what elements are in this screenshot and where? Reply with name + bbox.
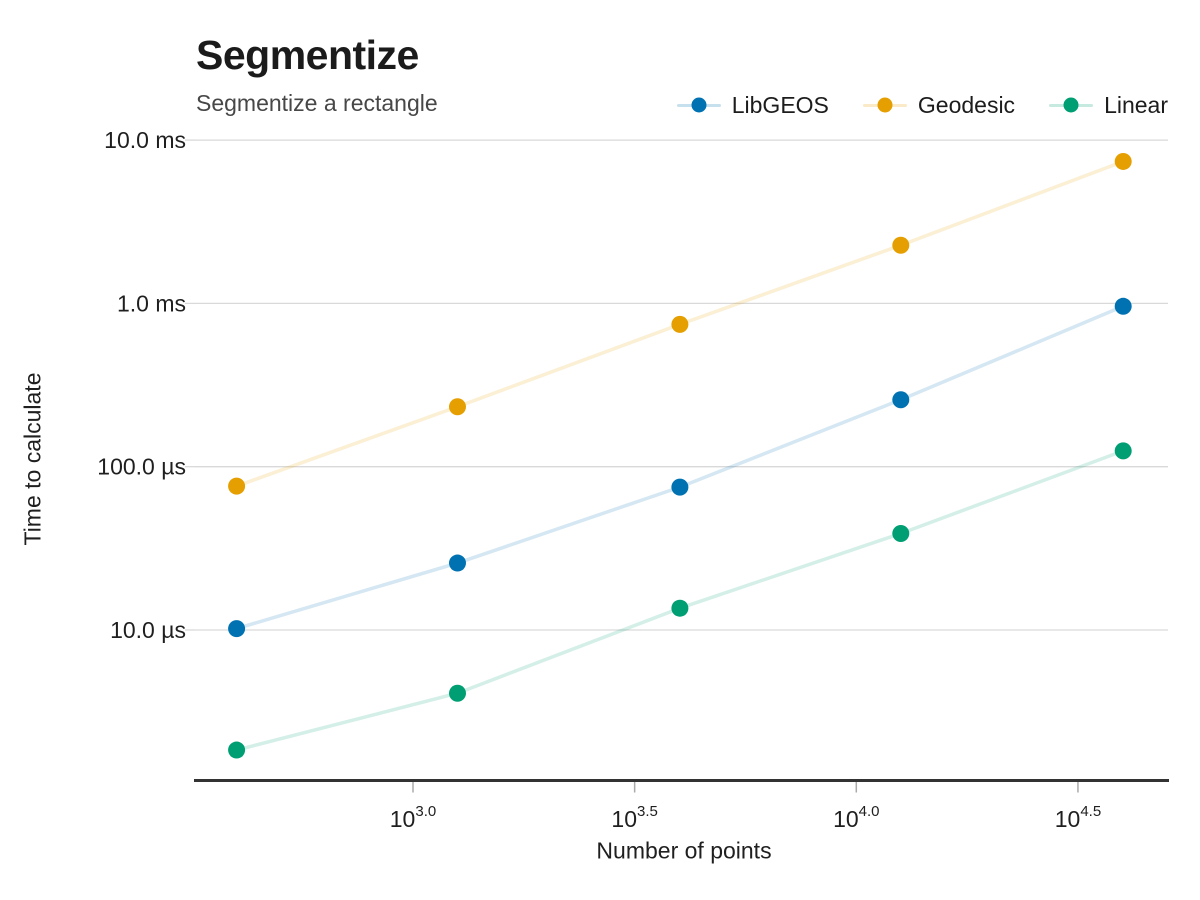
data-point-linear	[448, 684, 466, 702]
legend-label: Linear	[1104, 91, 1168, 118]
legend-item-geodesic: Geodesic	[862, 91, 1016, 119]
legend-label: Geodesic	[917, 91, 1016, 118]
data-point-libgeos	[892, 391, 910, 409]
x-axis-label: Number of points	[596, 837, 772, 864]
legend-line-dot-icon	[1049, 97, 1094, 113]
data-point-libgeos	[1114, 297, 1132, 315]
y-tick-label: 100.0 µs	[97, 454, 186, 480]
x-tick-label: 104.5	[1055, 803, 1101, 832]
y-tick-label: 10.0 µs	[110, 617, 186, 643]
data-point-linear	[228, 741, 246, 759]
data-point-libgeos	[448, 554, 466, 572]
series-line-libgeos	[236, 304, 1124, 631]
data-point-linear	[671, 599, 689, 617]
data-point-linear	[1114, 442, 1132, 460]
data-point-linear	[892, 524, 910, 542]
data-point-geodesic	[1114, 152, 1132, 170]
data-point-geodesic	[671, 315, 689, 333]
data-point-geodesic	[892, 236, 910, 254]
legend-label: LibGEOS	[731, 91, 829, 118]
legend: LibGEOS Geodesic Linear	[676, 90, 1168, 120]
x-tick-label: 103.5	[611, 803, 657, 832]
legend-item-linear: Linear	[1049, 92, 1168, 119]
chart-title: Segmentize	[196, 32, 419, 78]
data-point-libgeos	[671, 478, 689, 496]
legend-item-libgeos: LibGEOS	[676, 91, 829, 119]
x-tick-label: 103.0	[390, 803, 436, 832]
data-point-libgeos	[228, 620, 246, 638]
x-tick-label: 104.0	[833, 803, 879, 832]
legend-line-dot-icon	[862, 97, 907, 113]
legend-line-dot-icon	[676, 97, 721, 113]
y-tick-label: 1.0 ms	[117, 290, 186, 316]
chart-subtitle: Segmentize a rectangle	[196, 90, 438, 116]
y-tick-label: 10.0 ms	[104, 127, 186, 153]
data-point-geodesic	[448, 398, 466, 416]
data-point-geodesic	[228, 477, 246, 495]
